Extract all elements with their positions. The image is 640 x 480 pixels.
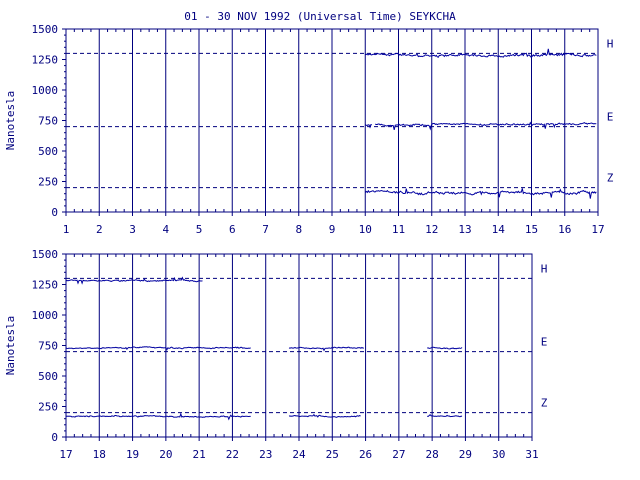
component-label-e: E [541,336,548,349]
x-tick-label: 29 [459,448,472,461]
x-tick-label: 27 [392,448,405,461]
x-tick-label: 1 [63,223,70,236]
y-tick-label: 1000 [32,309,59,322]
x-tick-label: 2 [96,223,103,236]
series-e-line [288,346,364,352]
component-label-h: H [607,37,614,50]
series-h-line [65,276,203,285]
x-tick-label: 21 [193,448,206,461]
x-tick-label: 13 [458,223,471,236]
x-tick-label: 17 [591,223,604,236]
series-z-line [427,413,463,418]
y-tick-label: 750 [38,340,58,353]
x-tick-label: 11 [392,223,405,236]
x-tick-label: 18 [93,448,106,461]
x-tick-label: 12 [425,223,438,236]
y-tick-label: 0 [51,431,58,444]
x-tick-label: 22 [226,448,239,461]
series-e-line [65,346,251,351]
x-tick-label: 25 [326,448,339,461]
x-tick-label: 23 [259,448,272,461]
x-tick-label: 15 [525,223,538,236]
x-tick-label: 9 [329,223,336,236]
x-tick-label: 7 [262,223,269,236]
x-tick-label: 6 [229,223,236,236]
y-tick-label: 0 [51,206,58,219]
x-tick-label: 30 [492,448,505,461]
x-tick-label: 20 [159,448,172,461]
series-z-line [65,412,251,421]
x-tick-label: 3 [129,223,136,236]
x-tick-label: 28 [426,448,439,461]
x-tick-label: 14 [492,223,506,236]
x-tick-label: 31 [525,448,538,461]
y-tick-label: 250 [38,401,58,414]
x-tick-label: 17 [59,448,72,461]
chart-title: 01 - 30 NOV 1992 (Universal Time) SEYKCH… [184,10,456,23]
component-label-e: E [607,111,614,124]
series-e-line [364,123,373,129]
y-axis-label: Nanotesla [4,91,17,151]
x-tick-label: 5 [196,223,203,236]
y-tick-label: 1500 [32,23,59,36]
y-tick-label: 750 [38,115,58,128]
y-axis-label: Nanotesla [4,316,17,376]
x-tick-label: 24 [292,448,306,461]
component-label-z: Z [541,397,548,410]
y-tick-label: 1500 [32,248,59,261]
series-h-line [365,48,597,59]
component-label-z: Z [607,172,614,185]
series-e-line [426,346,463,350]
x-tick-label: 16 [558,223,571,236]
y-tick-label: 1250 [32,279,59,292]
panel-bottom: 0 250 500 750 1000 1250 1500 Nanotesla 17 18 19 20 2… [4,248,548,461]
series-z-line [364,188,597,199]
y-tick-label: 500 [38,145,58,158]
component-label-h: H [541,262,548,275]
y-tick-label: 1250 [32,54,59,67]
x-tick-label: 26 [359,448,372,461]
y-tick-label: 500 [38,370,58,383]
y-tick-label: 1000 [32,84,59,97]
series-e-line [375,121,597,131]
x-tick-label: 19 [126,448,139,461]
series-z-line [288,413,361,418]
x-tick-label: 10 [359,223,372,236]
y-tick-label: 250 [38,176,58,189]
x-tick-label: 8 [295,223,302,236]
x-tick-label: 4 [162,223,169,236]
